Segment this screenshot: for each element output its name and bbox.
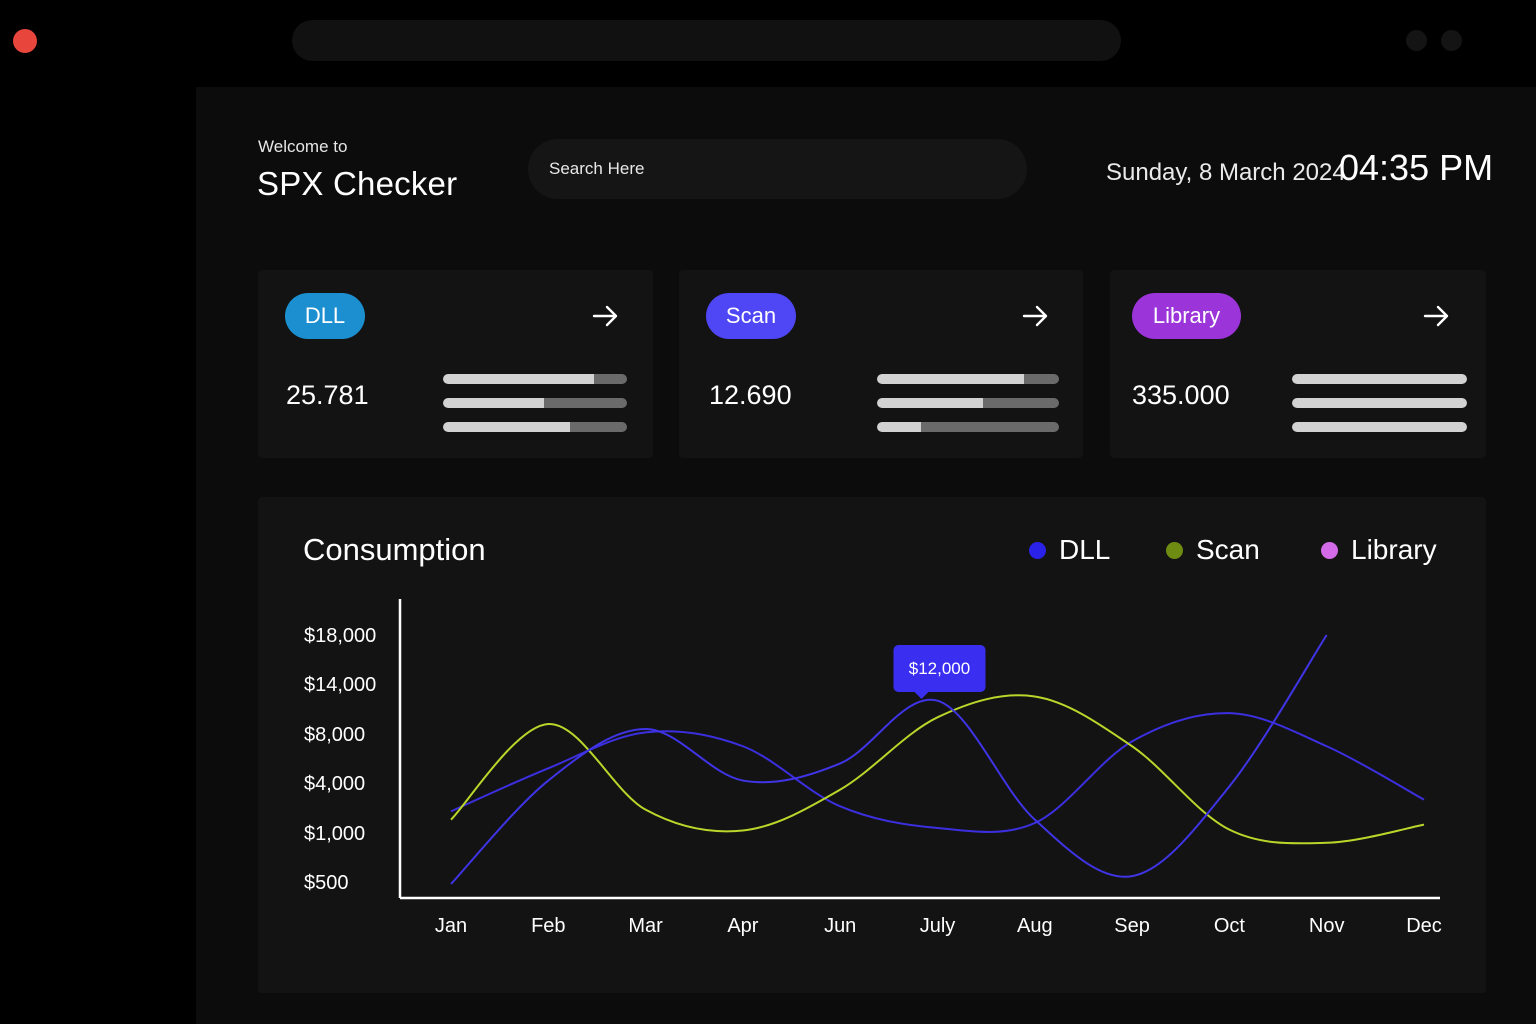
x-tick-label: July: [920, 915, 956, 937]
y-tick-label: $1,000: [304, 823, 365, 845]
x-tick-label: Dec: [1406, 915, 1442, 937]
tooltip-box: [893, 645, 986, 692]
close-window-button[interactable]: [13, 29, 37, 53]
tooltip-value: $12,000: [909, 659, 970, 678]
progress-bar: [877, 398, 1059, 408]
y-tick-label: $4,000: [304, 773, 365, 795]
window-control-dot[interactable]: [1406, 30, 1427, 51]
legend-item-scan[interactable]: Scan: [1166, 534, 1260, 566]
dashboard: Welcome to SPX Checker Sunday, 8 March 2…: [196, 87, 1536, 1024]
progress-bar: [877, 422, 1059, 432]
legend-item-library[interactable]: Library: [1321, 534, 1437, 566]
y-tick-label: $14,000: [304, 674, 376, 696]
x-tick-label: Oct: [1214, 915, 1246, 937]
search-input[interactable]: [549, 139, 1009, 199]
dll-value: 25.781: [286, 380, 369, 410]
library-badge[interactable]: Library: [1132, 293, 1241, 339]
x-tick-label: Nov: [1309, 915, 1345, 937]
x-tick-label: Jan: [435, 915, 467, 937]
progress-bar: [1292, 374, 1467, 384]
scan-badge[interactable]: Scan: [706, 293, 796, 339]
tooltip-pointer: [913, 691, 930, 699]
address-bar[interactable]: [292, 20, 1121, 61]
legend-label: DLL: [1059, 534, 1111, 565]
progress-bar: [443, 374, 627, 384]
x-tick-label: Jun: [824, 915, 856, 937]
legend-label: Library: [1351, 534, 1437, 565]
y-tick-label: $8,000: [304, 724, 365, 746]
consumption-chart: $18,000 $14,000 $8,000 $4,000 $1,000 $500 Jan F…: [304, 599, 1442, 937]
legend-dot: [1166, 541, 1183, 559]
arrow-right-icon[interactable]: [1421, 298, 1451, 334]
current-date: Sunday, 8 March 2024: [1106, 159, 1346, 186]
legend-dot: [1321, 541, 1338, 559]
series-line-dll: [450, 712, 1425, 833]
series-line-scan: [450, 694, 1425, 845]
legend-dot: [1029, 541, 1046, 559]
browser-titlebar: [0, 0, 1536, 84]
welcome-text: Welcome to: [258, 137, 348, 156]
y-tick-label: $18,000: [304, 625, 376, 647]
arrow-right-icon[interactable]: [590, 298, 620, 334]
progress-bar: [443, 398, 627, 408]
library-value: 335.000: [1132, 380, 1230, 410]
x-tick-label: Aug: [1017, 915, 1053, 937]
stat-card-dll[interactable]: DLL 25.781: [258, 270, 653, 458]
y-tick-label: $500: [304, 872, 349, 894]
app-title: SPX Checker: [257, 165, 458, 202]
x-tick-label: Feb: [531, 915, 565, 937]
consumption-chart-panel: $18,000 $14,000 $8,000 $4,000 $1,000 $500 Jan F…: [258, 497, 1486, 993]
progress-bar: [443, 422, 627, 432]
search-bar[interactable]: [528, 139, 1027, 199]
series-line-3: [450, 634, 1328, 885]
x-tick-label: Apr: [727, 915, 758, 937]
progress-bar: [1292, 422, 1467, 432]
legend-item-dll[interactable]: DLL: [1029, 534, 1110, 566]
window-control-dot[interactable]: [1441, 30, 1462, 51]
progress-bar: [877, 374, 1059, 384]
x-tick-label: Sep: [1114, 915, 1150, 937]
legend-label: Scan: [1196, 534, 1260, 565]
x-tick-label: Mar: [628, 915, 663, 937]
stat-card-scan[interactable]: Scan 12.690: [679, 270, 1083, 458]
dll-badge[interactable]: DLL: [285, 293, 365, 339]
current-time: 04:35 PM: [1339, 147, 1494, 188]
chart-title: Consumption: [303, 532, 486, 567]
scan-value: 12.690: [709, 380, 792, 410]
arrow-right-icon[interactable]: [1020, 298, 1050, 334]
stat-card-library[interactable]: Library 335.000: [1110, 270, 1486, 458]
progress-bar: [1292, 398, 1467, 408]
